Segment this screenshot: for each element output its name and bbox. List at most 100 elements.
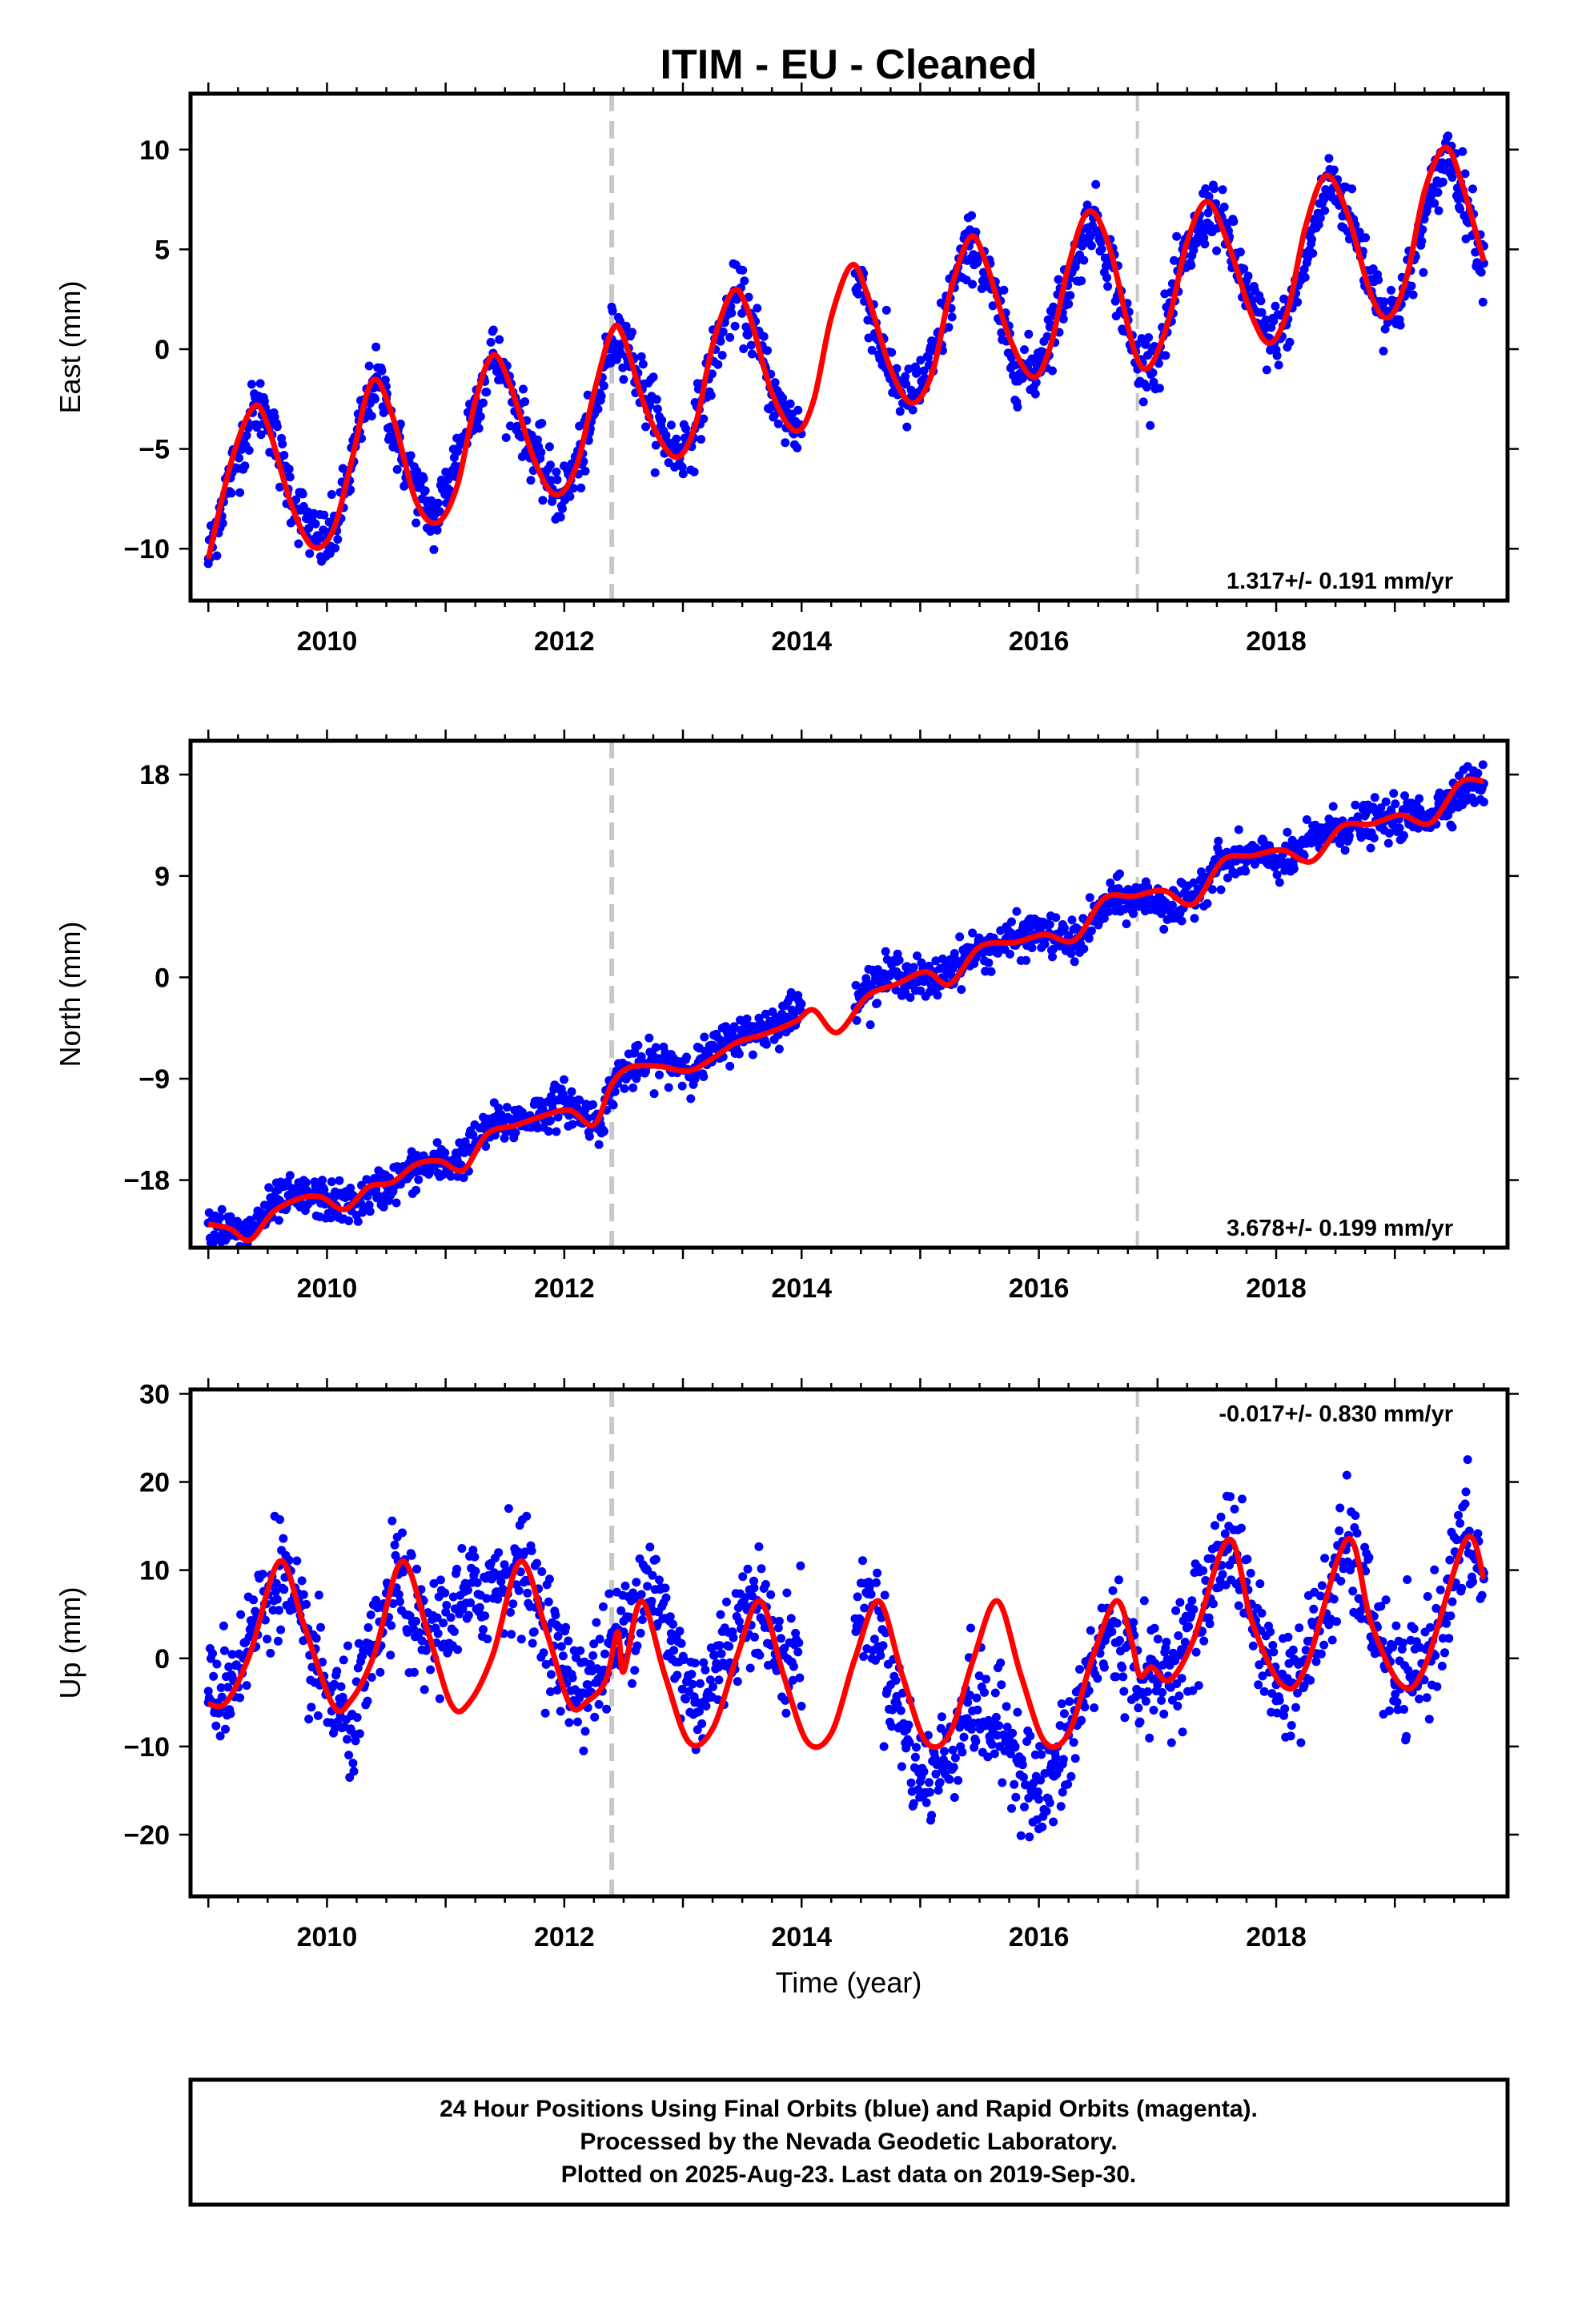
daily-position-point bbox=[394, 1590, 404, 1599]
daily-position-point bbox=[573, 1717, 582, 1727]
series-point bbox=[892, 967, 901, 976]
daily-position-point bbox=[866, 1590, 876, 1599]
daily-position-point bbox=[1037, 1750, 1046, 1759]
daily-position-point bbox=[209, 1671, 219, 1681]
series-point bbox=[1177, 1645, 1186, 1655]
daily-position-point bbox=[717, 1649, 726, 1659]
daily-position-point bbox=[1013, 1707, 1022, 1717]
daily-position-point bbox=[637, 1615, 647, 1624]
daily-position-point bbox=[1159, 1709, 1169, 1719]
daily-position-point bbox=[355, 1729, 364, 1739]
daily-position-point bbox=[594, 1140, 604, 1149]
daily-position-point bbox=[544, 442, 554, 452]
daily-position-point bbox=[335, 1176, 344, 1185]
daily-position-point bbox=[748, 1050, 757, 1059]
daily-position-point bbox=[947, 312, 957, 322]
daily-position-point bbox=[1171, 1606, 1181, 1615]
daily-position-point bbox=[620, 1581, 630, 1590]
daily-position-point bbox=[538, 496, 548, 505]
daily-position-point bbox=[527, 1546, 536, 1555]
daily-position-point bbox=[1243, 1554, 1252, 1564]
daily-position-point bbox=[583, 390, 592, 400]
daily-position-point bbox=[1111, 1672, 1121, 1682]
daily-position-point bbox=[1048, 952, 1057, 962]
daily-position-point bbox=[904, 1720, 913, 1730]
daily-position-point bbox=[636, 1051, 646, 1061]
daily-position-point bbox=[483, 1634, 492, 1644]
daily-position-point bbox=[1178, 1727, 1187, 1737]
velocity-rate-label: 1.317+/- 0.191 mm/yr bbox=[1227, 569, 1453, 594]
daily-position-point bbox=[1283, 827, 1292, 837]
daily-position-point bbox=[1331, 817, 1340, 826]
daily-position-point bbox=[887, 348, 897, 357]
daily-position-point bbox=[602, 1704, 612, 1714]
daily-position-point bbox=[412, 1564, 422, 1574]
daily-position-point bbox=[595, 1634, 604, 1644]
daily-position-point bbox=[1328, 802, 1338, 811]
daily-position-point bbox=[1045, 1798, 1054, 1807]
daily-position-point bbox=[419, 474, 428, 484]
daily-position-point bbox=[916, 986, 926, 995]
daily-position-point bbox=[314, 1590, 323, 1600]
daily-position-point bbox=[532, 1558, 541, 1568]
daily-position-point bbox=[352, 1713, 362, 1723]
daily-position-point bbox=[1078, 241, 1087, 251]
daily-position-point bbox=[747, 349, 757, 359]
daily-position-point bbox=[786, 1614, 796, 1623]
daily-position-point bbox=[502, 1103, 512, 1112]
daily-position-point bbox=[1022, 955, 1031, 965]
daily-position-point bbox=[1374, 275, 1383, 284]
daily-position-point bbox=[371, 394, 379, 404]
daily-position-point bbox=[770, 378, 780, 388]
daily-position-point bbox=[1315, 1591, 1325, 1601]
daily-position-point bbox=[933, 991, 942, 1000]
daily-position-point bbox=[215, 1212, 225, 1222]
daily-position-point bbox=[1269, 316, 1279, 326]
daily-position-point bbox=[1415, 794, 1424, 803]
daily-position-point bbox=[1210, 184, 1219, 194]
series-point bbox=[1307, 235, 1316, 244]
daily-position-point bbox=[1118, 1672, 1128, 1682]
daily-position-point bbox=[1237, 1523, 1246, 1533]
daily-position-point bbox=[881, 305, 891, 315]
daily-position-point bbox=[1148, 1675, 1158, 1683]
daily-position-point bbox=[594, 1699, 604, 1709]
daily-position-point bbox=[1335, 1503, 1345, 1513]
daily-position-point bbox=[593, 404, 603, 414]
daily-position-point bbox=[307, 1703, 316, 1712]
daily-position-point bbox=[725, 1642, 734, 1651]
daily-position-point bbox=[793, 443, 802, 452]
daily-position-point bbox=[1201, 184, 1211, 194]
daily-position-point bbox=[757, 1564, 766, 1574]
daily-position-point bbox=[1243, 271, 1253, 281]
daily-position-point bbox=[950, 949, 959, 958]
daily-position-point bbox=[991, 1712, 1001, 1722]
daily-position-point bbox=[580, 1727, 590, 1736]
daily-position-point bbox=[717, 351, 727, 360]
daily-position-point bbox=[1272, 870, 1282, 879]
daily-position-point bbox=[1002, 1723, 1012, 1732]
daily-position-point bbox=[881, 947, 890, 956]
daily-position-point bbox=[1279, 1711, 1289, 1720]
daily-position-point bbox=[1443, 131, 1453, 141]
daily-position-point bbox=[1366, 843, 1375, 853]
daily-position-point bbox=[1248, 1641, 1258, 1651]
daily-position-point bbox=[346, 485, 355, 495]
daily-position-point bbox=[436, 1575, 445, 1585]
daily-position-point bbox=[599, 381, 608, 391]
daily-position-point bbox=[1034, 1787, 1042, 1796]
daily-position-point bbox=[463, 1586, 472, 1595]
daily-position-point bbox=[661, 1593, 671, 1602]
daily-position-point bbox=[1435, 1585, 1445, 1594]
y-tick-label: 18 bbox=[139, 760, 170, 790]
daily-position-point bbox=[873, 999, 882, 1008]
daily-position-point bbox=[459, 1173, 468, 1183]
daily-position-point bbox=[588, 1651, 598, 1660]
daily-position-point bbox=[304, 524, 314, 533]
daily-position-point bbox=[420, 1685, 429, 1695]
series-point bbox=[666, 1636, 676, 1646]
daily-position-point bbox=[1403, 1575, 1412, 1584]
daily-position-point bbox=[777, 1634, 785, 1643]
daily-position-point bbox=[1430, 1565, 1439, 1574]
